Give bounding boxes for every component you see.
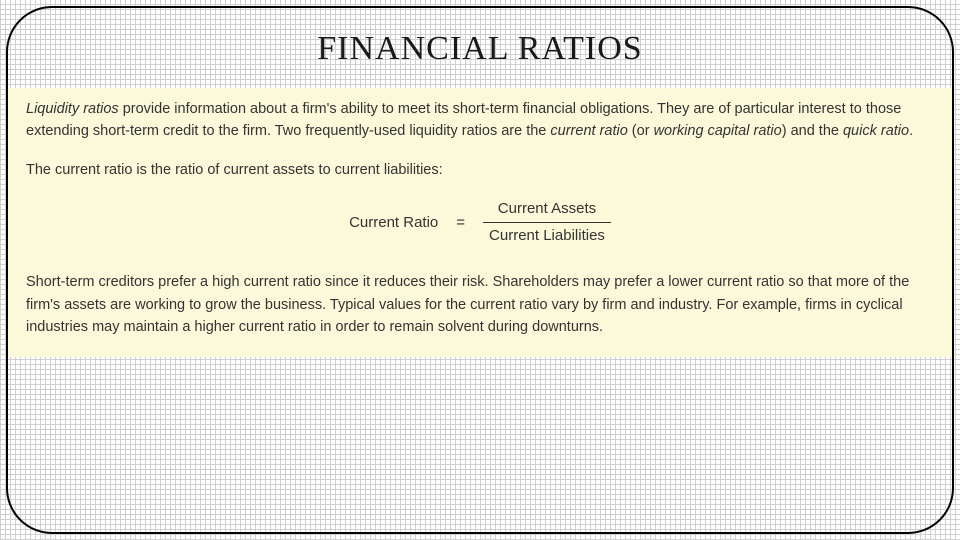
formula-equals: = xyxy=(456,211,465,234)
formula-fraction: Current Assets Current Liabilities xyxy=(483,199,611,245)
paragraph-definition: The current ratio is the ratio of curren… xyxy=(26,159,934,181)
term-current-ratio: current ratio xyxy=(550,123,627,139)
p1-body3: ) and the xyxy=(782,123,843,139)
formula-lhs: Current Ratio xyxy=(349,211,438,234)
p1-body2: (or xyxy=(628,123,654,139)
paragraph-liquidity: Liquidity ratios provide information abo… xyxy=(26,98,934,143)
formula-current-ratio: Current Ratio = Current Assets Current L… xyxy=(26,199,934,245)
slide-title: FINANCIAL RATIOS xyxy=(8,30,952,68)
paragraph-interpretation: Short-term creditors prefer a high curre… xyxy=(26,271,934,338)
content-box: Liquidity ratios provide information abo… xyxy=(8,88,952,357)
term-working-capital-ratio: working capital ratio xyxy=(654,123,782,139)
slide-frame: FINANCIAL RATIOS Liquidity ratios provid… xyxy=(6,6,954,534)
p1-body4: . xyxy=(909,123,913,139)
term-quick-ratio: quick ratio xyxy=(843,123,909,139)
term-liquidity-ratios: Liquidity ratios xyxy=(26,101,119,117)
formula-numerator: Current Assets xyxy=(492,199,602,222)
formula-denominator: Current Liabilities xyxy=(483,222,611,246)
